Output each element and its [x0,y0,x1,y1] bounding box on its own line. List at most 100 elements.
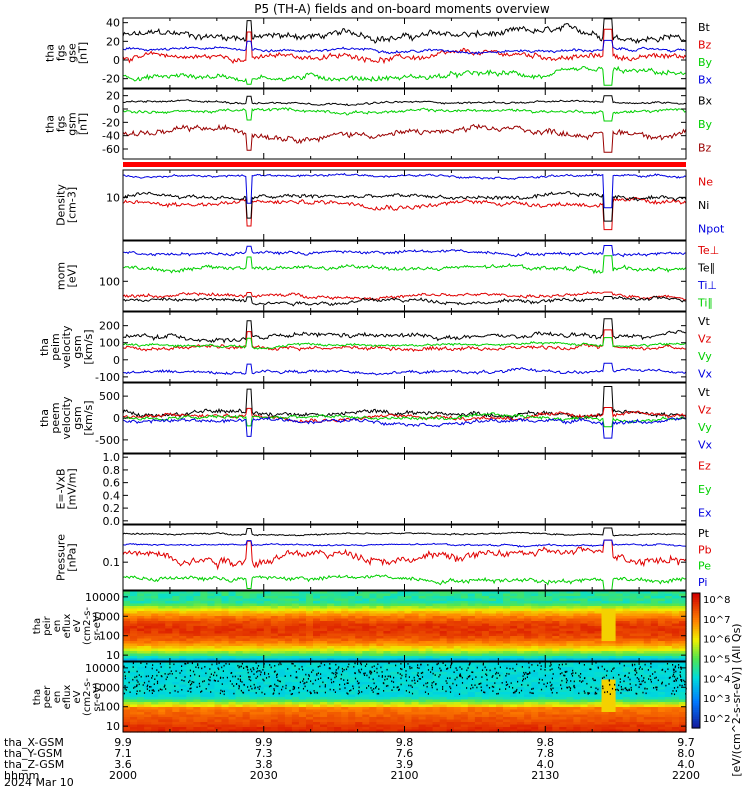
heatmap-cell [404,679,413,683]
heatmap-cell [256,591,265,595]
heatmap-cell [496,651,504,655]
heatmap-cell [200,608,208,612]
heatmap-cell [390,669,398,673]
heatmap-cell [165,697,173,701]
heatmap-cell [474,724,483,728]
heatmap-cell [228,664,237,668]
heatmap-cell [552,618,560,622]
heatmap-cell [291,689,300,693]
heatmap-cell [573,601,581,605]
heatmap-cell [277,727,286,731]
heatmap-cell [165,704,173,708]
heatmap-cell [123,628,131,632]
heatmap-cell [517,724,525,728]
heatmap-cell [369,651,377,655]
heatmap-cell [517,658,525,662]
heatmap-cell [446,628,455,632]
heatmap-cell [425,664,434,668]
heatmap-cell [172,646,180,650]
heatmap-cell [510,626,518,630]
legend-entry: Vt [698,315,711,328]
heatmap-cell [214,641,223,645]
heatmap-cell [193,712,201,716]
heatmap-cell [650,631,659,635]
heatmap-cell [425,682,434,686]
heatmap-cell [425,677,434,681]
heatmap-cell [263,709,272,713]
heatmap-cell [411,591,420,595]
heatmap-cell [559,702,567,706]
heatmap-cell [263,674,272,678]
heatmap-cell [622,704,631,708]
heatmap-cell [306,692,314,696]
heatmap-cell [334,616,342,620]
heatmap-cell [657,722,666,726]
heatmap-cell [664,689,673,693]
heatmap-cell [531,704,539,708]
heatmap-cell [552,636,560,640]
heatmap-cell [439,591,448,595]
heatmap-cell [503,717,511,721]
heatmap-cell [249,591,258,595]
heatmap-cell [474,717,483,721]
heatmap-cell [418,684,427,688]
heatmap-cell [390,591,398,595]
heatmap-cell [341,669,349,673]
heatmap-cell [425,717,434,721]
heatmap-cell [313,674,321,678]
heatmap-cell [376,729,384,733]
heatmap-cell [636,598,645,602]
heatmap-cell [629,674,638,678]
heatmap-cell [679,646,687,650]
heatmap-cell [362,603,370,607]
heatmap-cell [348,704,356,708]
heatmap-cell [615,646,624,650]
heatmap-cell [418,631,427,635]
heatmap-cell [137,692,145,696]
heatmap-cell [615,613,624,617]
heatmap-cell [404,714,413,718]
heatmap-cell [432,648,441,652]
heatmap-cell [249,646,258,650]
heatmap-cell [496,658,504,662]
heatmap-cell [284,633,293,637]
heatmap-cell [397,653,406,657]
heatmap-cell [369,722,377,726]
heatmap-cell [566,641,574,645]
heatmap-cell [545,672,553,676]
heatmap-cell [362,727,370,731]
heatmap-cell [453,613,462,617]
y-label-line: eflux [62,614,73,639]
heatmap-cell [242,596,251,600]
heatmap-cell [306,638,314,642]
heatmap-cell [580,616,588,620]
heatmap-cell [474,603,483,607]
heatmap-cell [531,697,539,701]
heatmap-cell [256,598,265,602]
heatmap-cell [643,606,652,610]
heatmap-cell [228,616,237,620]
legend-entry: By [698,118,713,131]
heatmap-cell [186,643,194,647]
heatmap-cell [531,662,539,666]
heatmap-cell [615,591,624,595]
series-line [122,95,687,107]
heatmap-cell [594,687,603,691]
heatmap-cell [221,687,230,691]
heatmap-cell [559,729,567,733]
heatmap-cell [397,707,406,711]
heatmap-cell [404,591,413,595]
speckle [255,677,257,679]
heatmap-cell [397,694,406,698]
heatmap-cell [404,643,413,647]
heatmap-cell [467,641,476,645]
heatmap-cell [200,707,208,711]
heatmap-cell [629,692,638,696]
heatmap-cell [249,712,258,716]
heatmap-cell [552,591,560,595]
heatmap-cell [488,699,497,703]
heatmap-cell [341,672,349,676]
heatmap-cell [503,616,511,620]
heatmap-cell [397,591,406,595]
heatmap-cell [650,697,659,701]
